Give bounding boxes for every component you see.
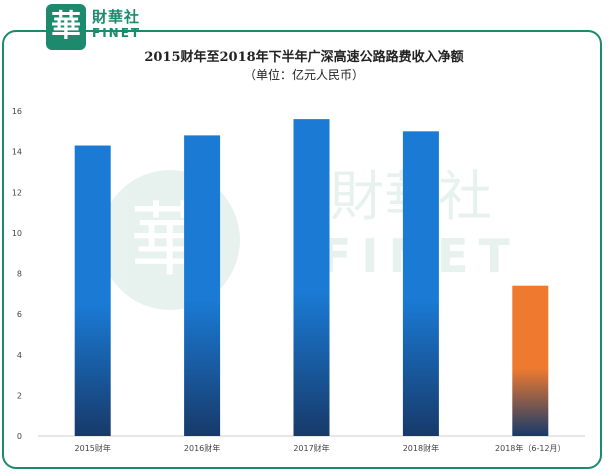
- logo-name-en: FINET: [92, 26, 142, 40]
- x-tick-label: 2018财年: [403, 443, 439, 453]
- bar-4: [402, 131, 439, 436]
- chart-title: 2015财年至2018年下半年广深高速公路路费收入净额: [144, 50, 464, 65]
- bar-5: [512, 285, 549, 436]
- y-tick-label: 10: [12, 229, 22, 238]
- y-tick-label: 6: [17, 310, 22, 319]
- x-tick-label: 2018年（6-12月）: [495, 443, 566, 453]
- y-tick-label: 16: [12, 107, 22, 116]
- x-tick-label: 2016财年: [184, 443, 220, 453]
- x-tick-label: 2015财年: [75, 443, 111, 453]
- y-tick-label: 0: [17, 432, 22, 441]
- y-tick-label: 12: [12, 188, 22, 197]
- y-tick-label: 4: [17, 351, 22, 360]
- logo-name-cn: 財華社: [92, 8, 141, 26]
- bars: [74, 119, 549, 436]
- bar-3: [293, 119, 330, 436]
- bar-1: [74, 145, 111, 436]
- y-tick-label: 8: [17, 270, 22, 279]
- chart-subtitle: （单位：亿元人民币）: [243, 68, 364, 82]
- y-tick-label: 2: [17, 391, 22, 400]
- finet-logo-text: 財華社 FINET: [92, 8, 141, 40]
- y-tick-label: 14: [12, 148, 22, 157]
- finet-logo-badge: 華: [46, 4, 86, 50]
- bar-2: [184, 135, 221, 436]
- x-tick-label: 2017财年: [293, 443, 329, 453]
